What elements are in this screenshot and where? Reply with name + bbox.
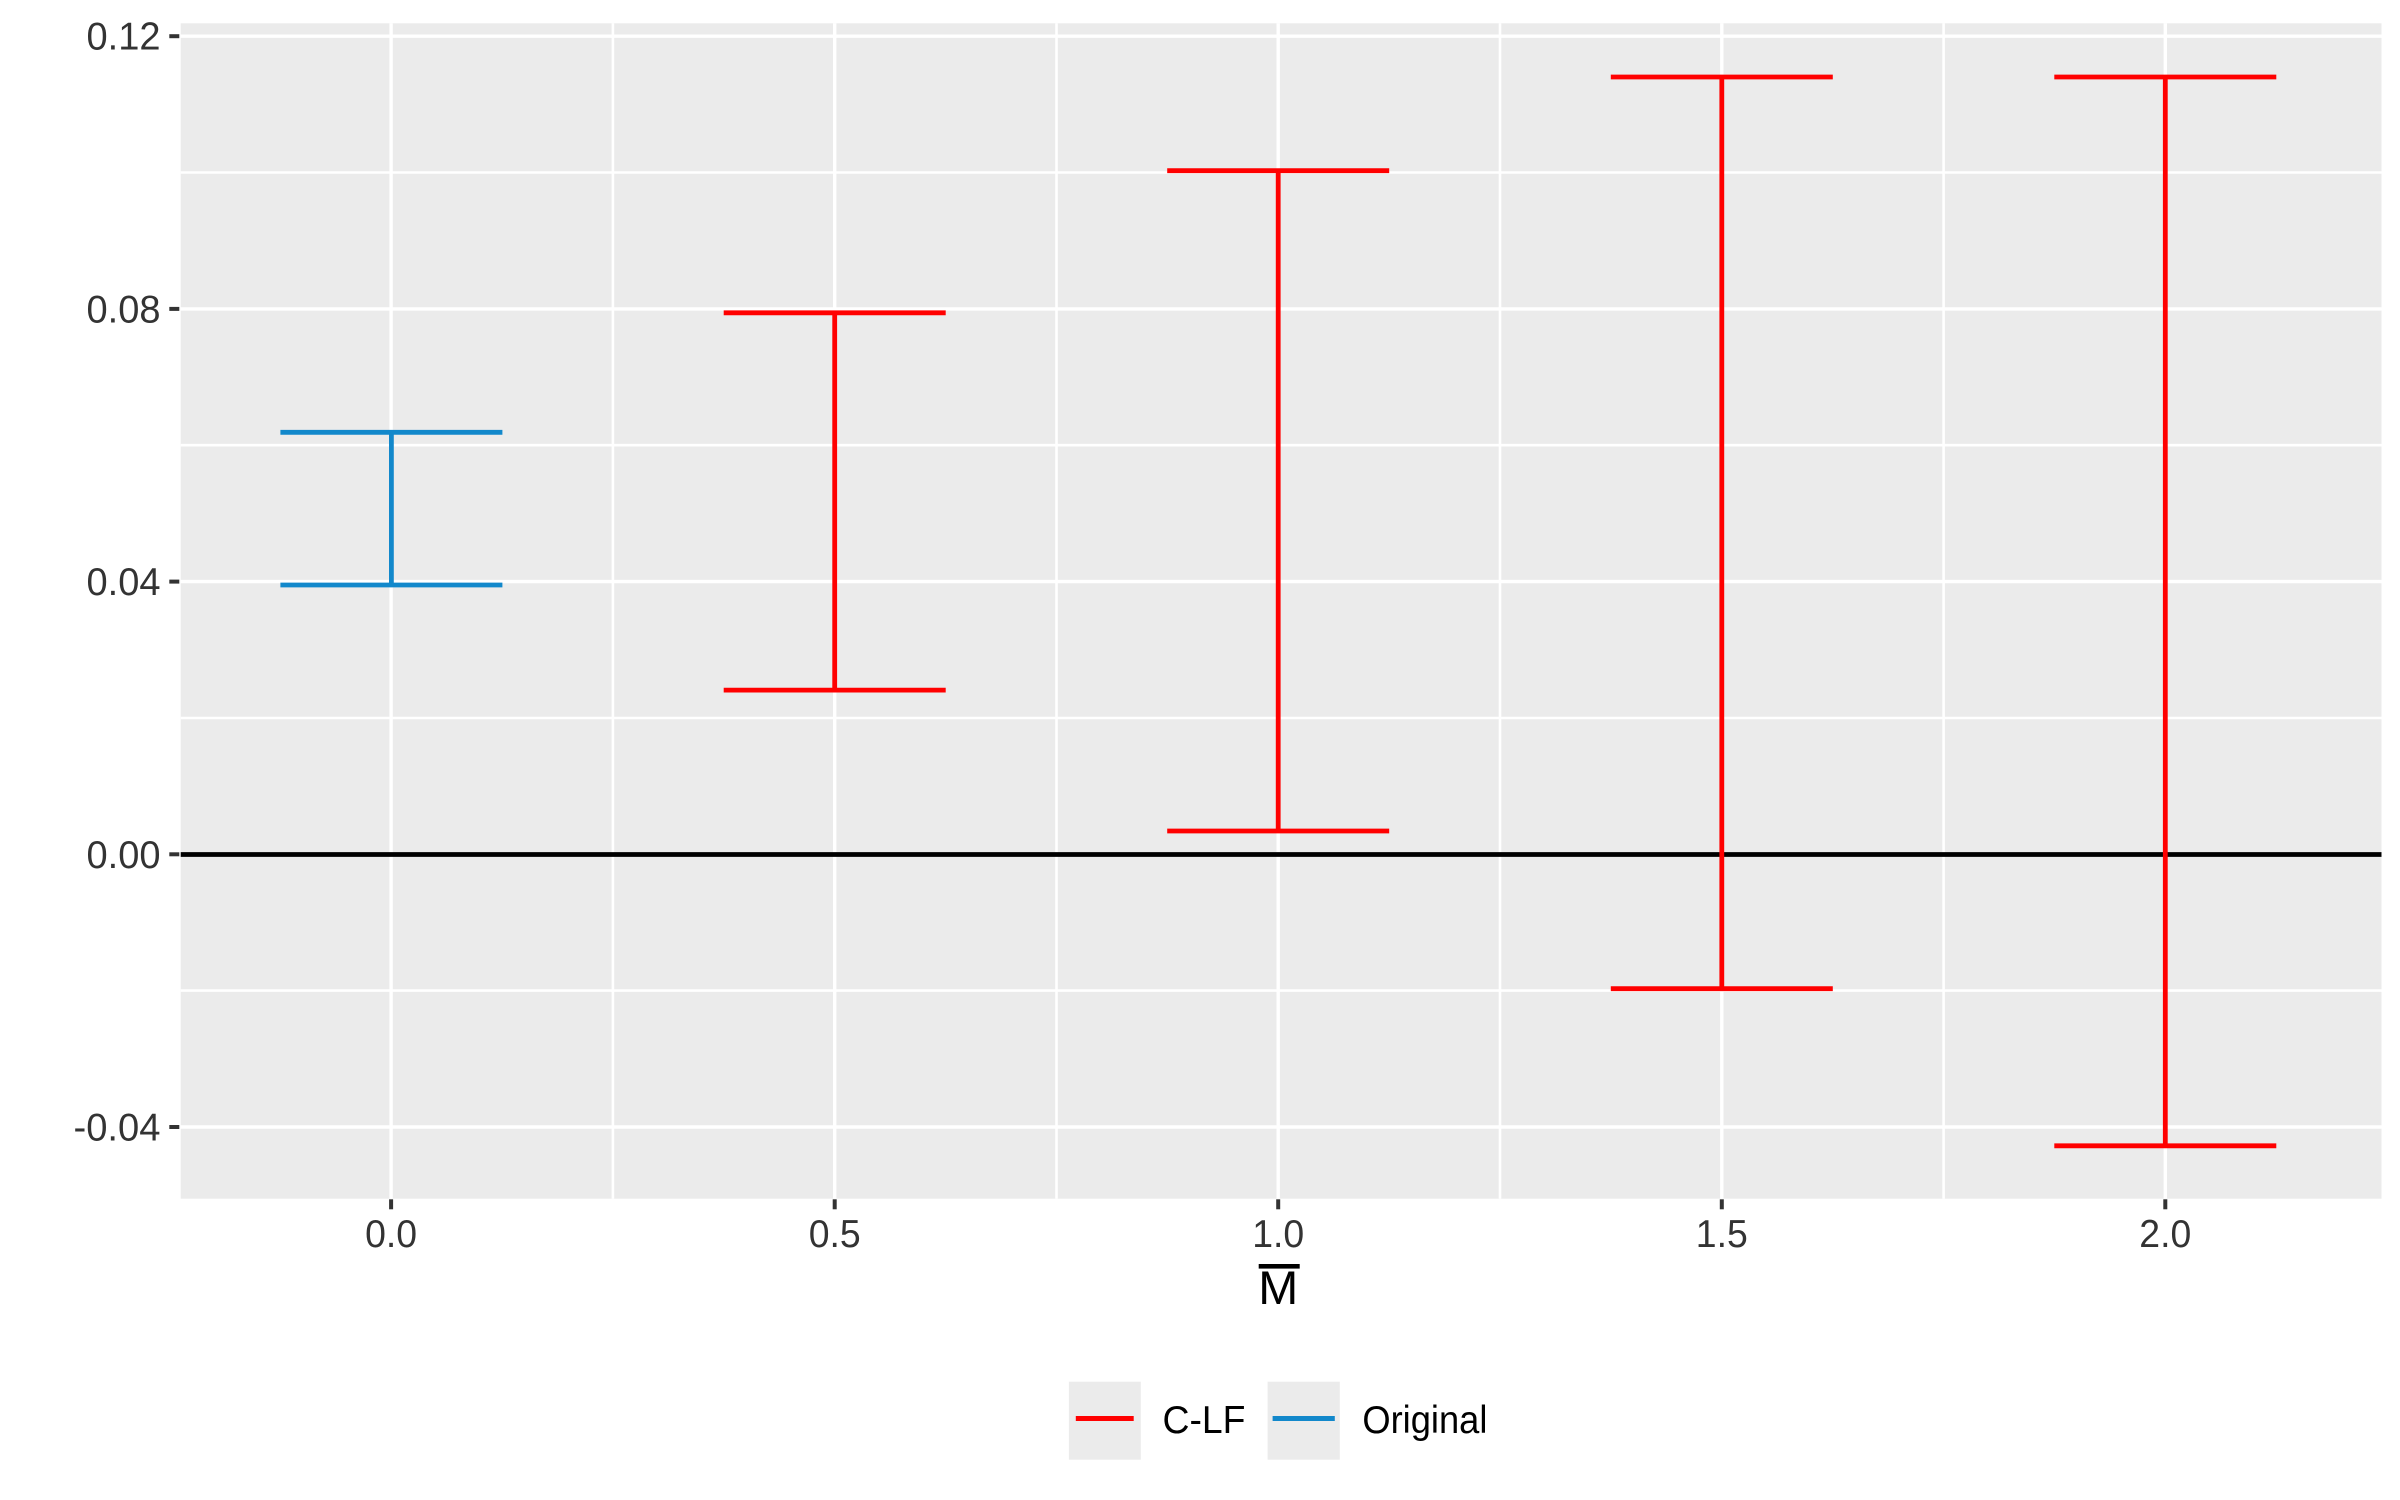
svg-text:0.0: 0.0 <box>365 1213 417 1256</box>
svg-text:0.00: 0.00 <box>87 834 161 877</box>
svg-text:1.0: 1.0 <box>1252 1213 1304 1256</box>
svg-text:2.0: 2.0 <box>2139 1213 2191 1256</box>
svg-text:1.5: 1.5 <box>1696 1213 1748 1256</box>
svg-text:0.12: 0.12 <box>87 16 161 59</box>
svg-text:C-LF: C-LF <box>1163 1399 1246 1442</box>
svg-text:M: M <box>1258 1261 1298 1314</box>
svg-text:-0.04: -0.04 <box>74 1107 161 1150</box>
svg-text:Original: Original <box>1362 1399 1487 1442</box>
svg-text:0.04: 0.04 <box>87 561 161 604</box>
svg-text:0.5: 0.5 <box>809 1213 861 1256</box>
svg-text:0.08: 0.08 <box>87 288 161 331</box>
